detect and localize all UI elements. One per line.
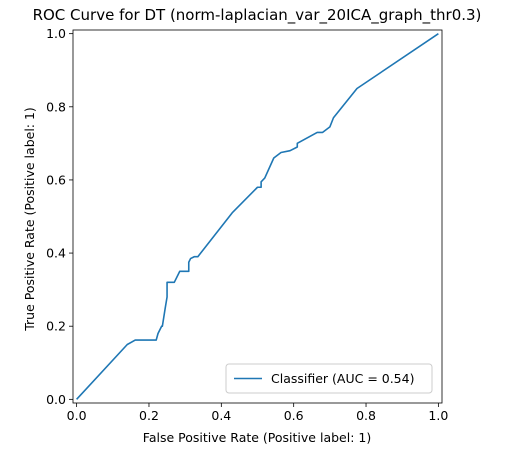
x-tick-label: 0.4 [211,408,231,423]
series-layer [76,32,439,400]
y-tick-label: 0.6 [46,172,66,187]
x-tick-label: 0.8 [356,408,376,423]
x-tick-label: 1.0 [428,408,448,423]
x-axis-label: False Positive Rate (Positive label: 1) [143,430,371,445]
plot-area [72,29,443,404]
series-line-0 [76,32,439,400]
y-tick-label: 0.2 [46,319,66,334]
x-axis-ticks: 0.0 0.2 0.4 0.6 0.8 1.0 [67,403,448,423]
x-tick-label: 0.6 [284,408,304,423]
y-axis-label: True Positive Rate (Positive label: 1) [22,107,37,332]
y-tick-label: 0.4 [46,246,66,261]
y-tick-label: 1.0 [46,26,66,41]
x-tick-label: 0.2 [139,408,159,423]
axes-frame [72,29,443,404]
chart-title: ROC Curve for DT (norm-laplacian_var_20I… [33,6,482,25]
y-axis-ticks: 0.0 0.2 0.4 0.6 0.8 1.0 [46,26,73,407]
x-tick-label: 0.0 [67,408,87,423]
legend-label: Classifier (AUC = 0.54) [271,371,414,386]
legend: Classifier (AUC = 0.54) [225,363,433,394]
legend-box [225,363,433,394]
y-tick-label: 0.0 [46,392,66,407]
y-tick-label: 0.8 [46,99,66,114]
